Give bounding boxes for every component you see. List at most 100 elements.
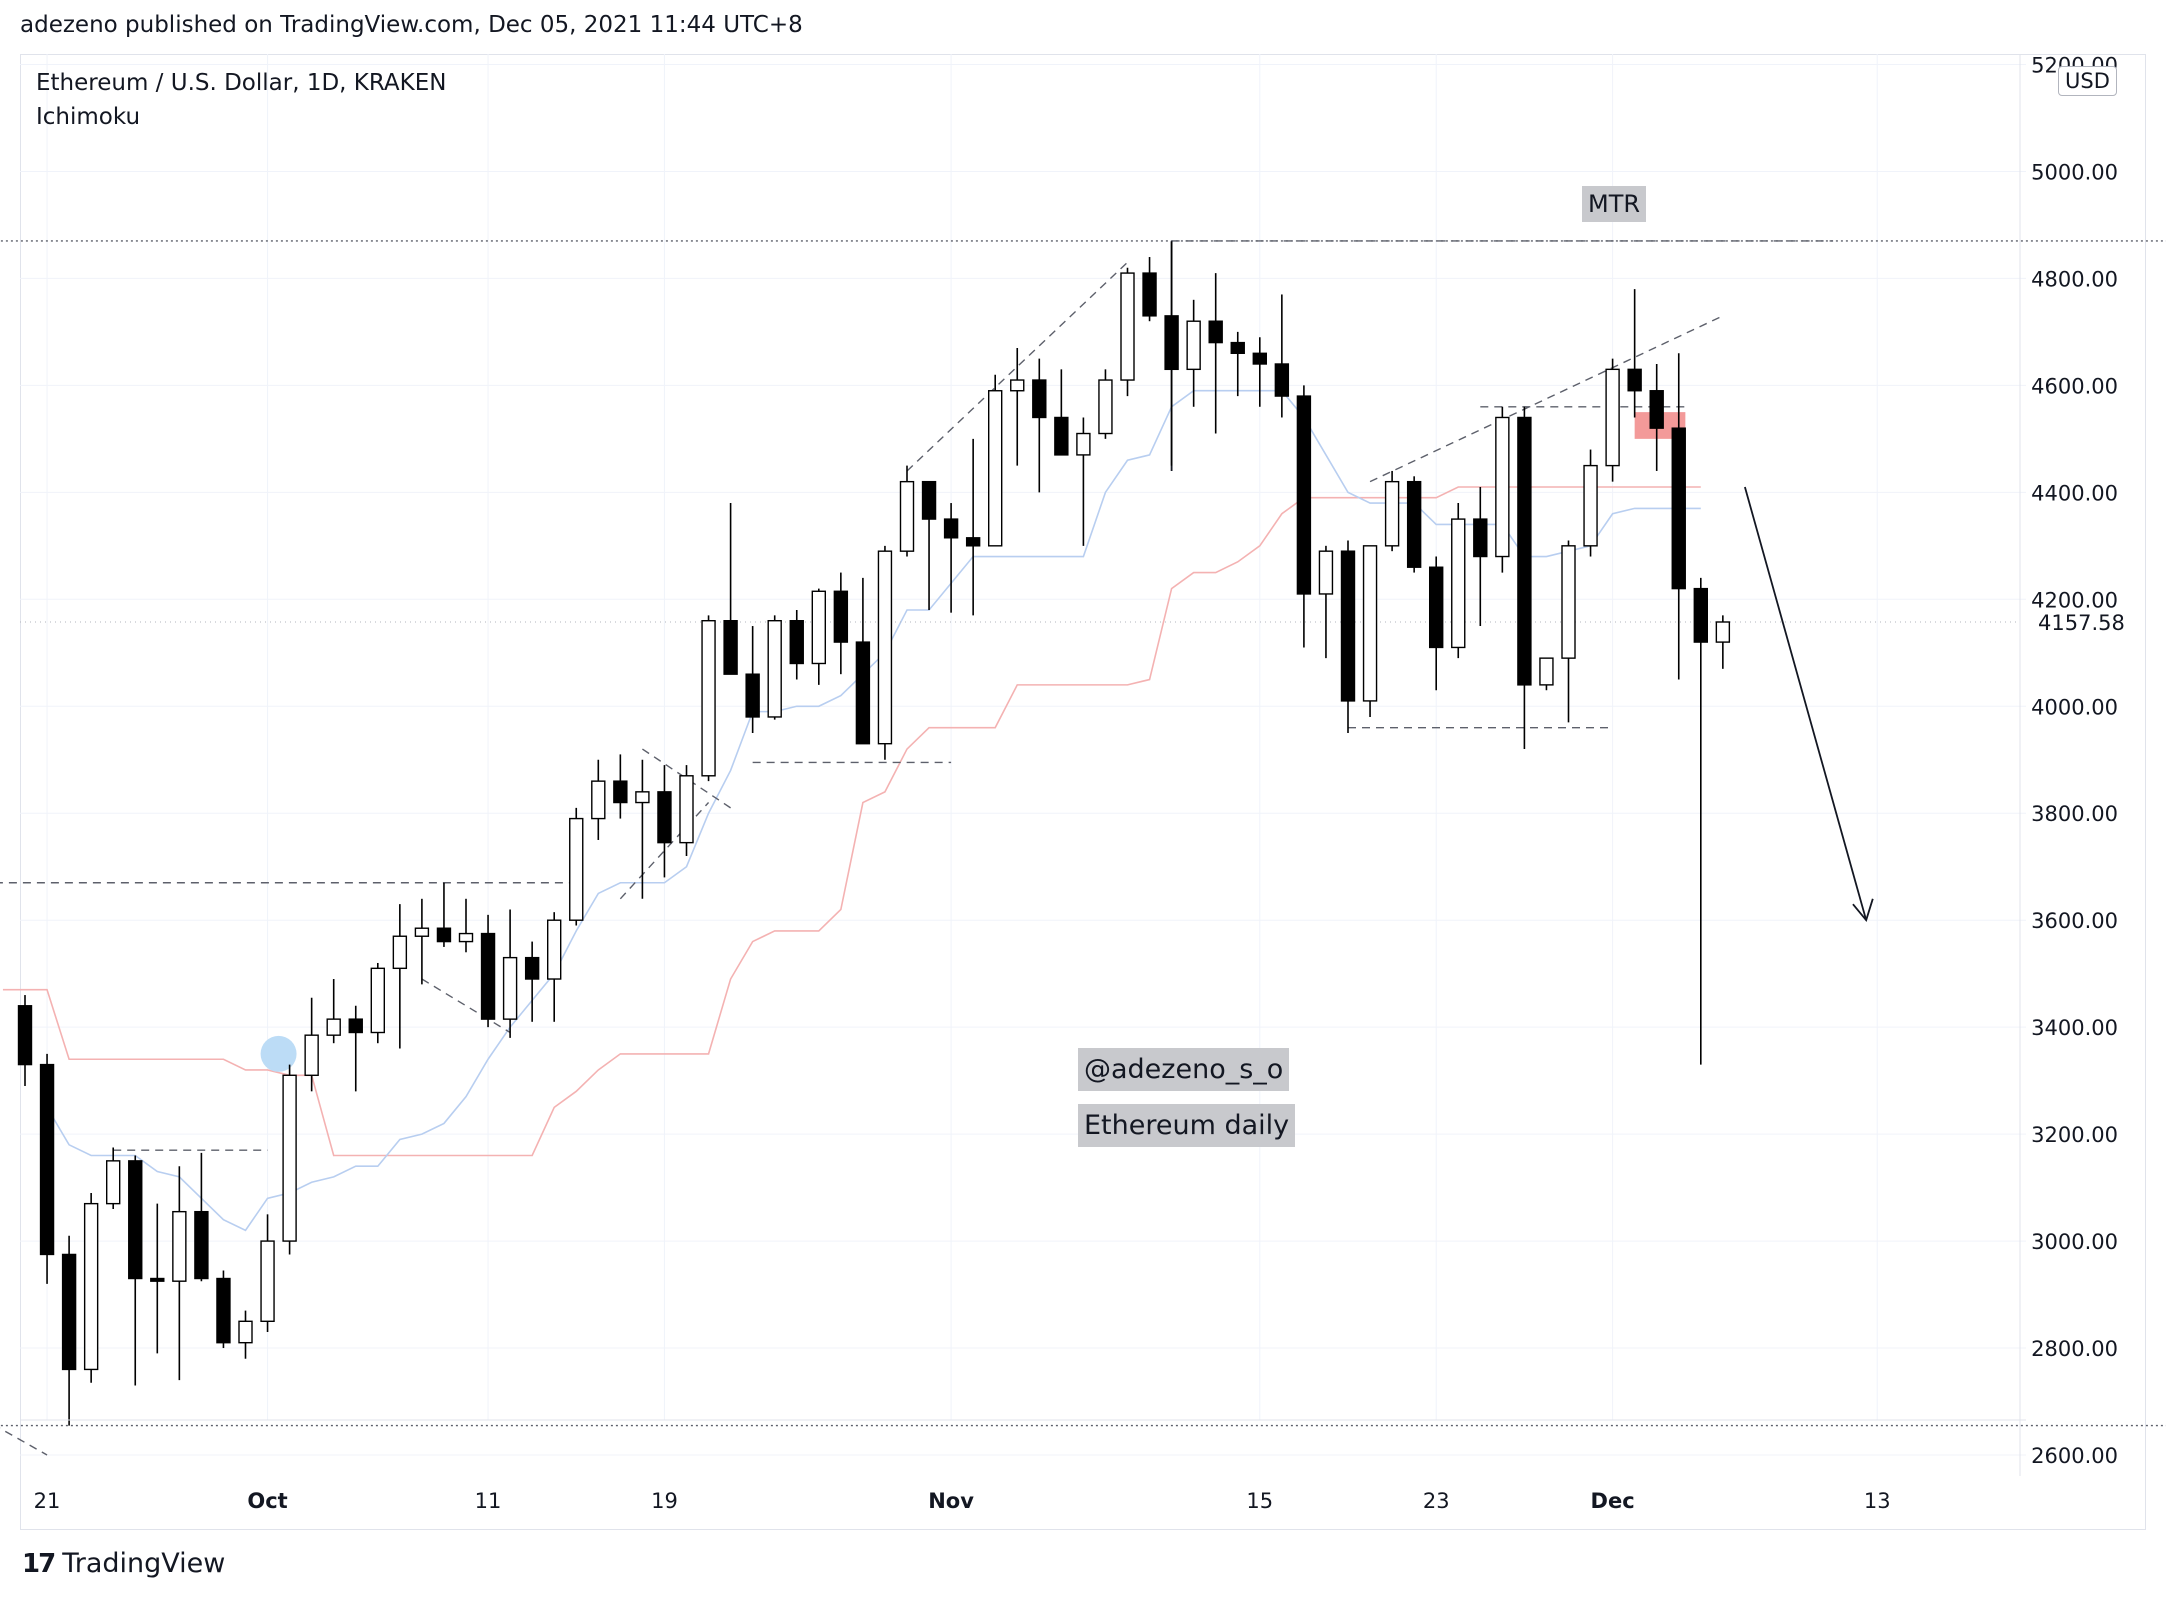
- candle: [1076, 417, 1091, 546]
- y-tick-label: 4800.00: [2031, 267, 2118, 291]
- candle-body-down: [965, 537, 981, 547]
- candle-body-down: [833, 590, 849, 643]
- candle: [899, 465, 915, 557]
- candle: [392, 904, 408, 1049]
- candle-body-down: [1296, 395, 1312, 595]
- candle: [988, 374, 1003, 547]
- candle: [921, 480, 937, 611]
- candle: [480, 914, 496, 1028]
- candle-body-down: [1693, 587, 1709, 643]
- candle: [569, 807, 584, 926]
- candle: [1164, 242, 1179, 466]
- candle: [679, 765, 694, 857]
- candle-body-up: [1010, 379, 1025, 392]
- candle: [61, 1235, 77, 1426]
- candle: [1362, 545, 1378, 717]
- candle-body-up: [1120, 272, 1135, 381]
- candle: [1583, 449, 1598, 557]
- candle: [723, 503, 738, 675]
- candle-body-up: [1561, 545, 1576, 659]
- candle-body-down: [613, 780, 628, 804]
- axis-layer: 5200.005000.004800.004600.004400.004200.…: [20, 54, 2118, 1513]
- candle-body-down: [216, 1277, 231, 1344]
- candle: [591, 759, 606, 840]
- candle-body-down: [128, 1160, 143, 1280]
- candle-body-down: [1230, 341, 1245, 354]
- x-tick-label: Dec: [1591, 1489, 1635, 1513]
- candle: [613, 754, 628, 819]
- candle: [304, 997, 319, 1092]
- currency-badge[interactable]: USD: [2058, 66, 2117, 96]
- candle-body-up: [326, 1018, 341, 1036]
- candle-body-down: [17, 1005, 33, 1066]
- candle-body-up: [83, 1202, 99, 1371]
- candle: [833, 572, 849, 675]
- y-tick-label: 4600.00: [2031, 374, 2118, 398]
- candle-body-up: [282, 1074, 297, 1242]
- candle: [524, 941, 540, 1022]
- candle-body-up: [899, 480, 915, 552]
- dashed-trend-line: [1369, 315, 1724, 483]
- candle-body-up: [1539, 657, 1554, 686]
- dashed-trend-line: [906, 261, 1128, 472]
- candle-body-up: [458, 932, 474, 943]
- candle-body-up: [1318, 550, 1334, 595]
- candle: [282, 1064, 297, 1255]
- candle: [789, 610, 804, 680]
- y-tick-label: 2600.00: [2031, 1444, 2118, 1468]
- chart-caption-note: Ethereum daily: [1078, 1104, 1296, 1147]
- y-tick-label: 4000.00: [2031, 695, 2118, 719]
- symbol-title[interactable]: Ethereum / U.S. Dollar, 1D, KRAKEN: [36, 70, 447, 96]
- projection-arrowhead: [1852, 898, 1874, 923]
- x-tick-label: 15: [1246, 1489, 1273, 1513]
- grid-layer: [20, 54, 2026, 1456]
- x-tick-label: Oct: [247, 1489, 287, 1513]
- candle: [436, 882, 452, 947]
- candle: [1252, 337, 1268, 407]
- candle: [547, 912, 562, 1022]
- candle-body-up: [1076, 432, 1091, 456]
- candle: [1010, 347, 1025, 466]
- candle: [326, 979, 341, 1044]
- candle-body-down: [1164, 315, 1179, 371]
- candle: [1230, 331, 1245, 397]
- candle: [1406, 476, 1422, 573]
- candle-body-down: [480, 932, 496, 1020]
- candle: [260, 1214, 275, 1332]
- candle-body-up: [1605, 368, 1620, 467]
- x-tick-label: 19: [651, 1489, 678, 1513]
- y-tick-label: 4400.00: [2031, 481, 2118, 505]
- marker-circle: [260, 1035, 297, 1072]
- candle-body-up: [172, 1210, 187, 1282]
- candle: [1340, 540, 1356, 734]
- ichimoku-layer: [2, 389, 1701, 1232]
- candle-body-up: [701, 620, 716, 777]
- dashed-trend-line: [619, 802, 710, 900]
- candle-body-down: [1274, 363, 1290, 397]
- y-tick-label: 5000.00: [2031, 160, 2118, 184]
- brand-name: TradingView: [62, 1548, 226, 1579]
- candle: [150, 1203, 165, 1354]
- indicator-label[interactable]: Ichimoku: [36, 104, 141, 130]
- candle: [1517, 406, 1532, 750]
- candle: [216, 1270, 231, 1349]
- candle-body-up: [767, 620, 782, 718]
- candle: [965, 438, 981, 616]
- candle: [1032, 358, 1047, 493]
- candle-body-down: [436, 927, 452, 943]
- candle: [1605, 358, 1620, 482]
- candle: [635, 759, 650, 899]
- candle-body-up: [877, 550, 893, 745]
- candle-body-up: [1098, 379, 1113, 435]
- candle: [701, 615, 716, 782]
- candle: [1428, 556, 1444, 691]
- candle: [1054, 369, 1069, 456]
- candle: [657, 765, 672, 878]
- candle: [1693, 577, 1709, 1065]
- candle-body-up: [591, 780, 606, 820]
- x-tick-label: 23: [1423, 1489, 1450, 1513]
- candle-body-down: [1142, 272, 1157, 317]
- footer-brand[interactable]: 17 TradingView: [22, 1548, 225, 1579]
- candle-body-down: [1517, 416, 1532, 686]
